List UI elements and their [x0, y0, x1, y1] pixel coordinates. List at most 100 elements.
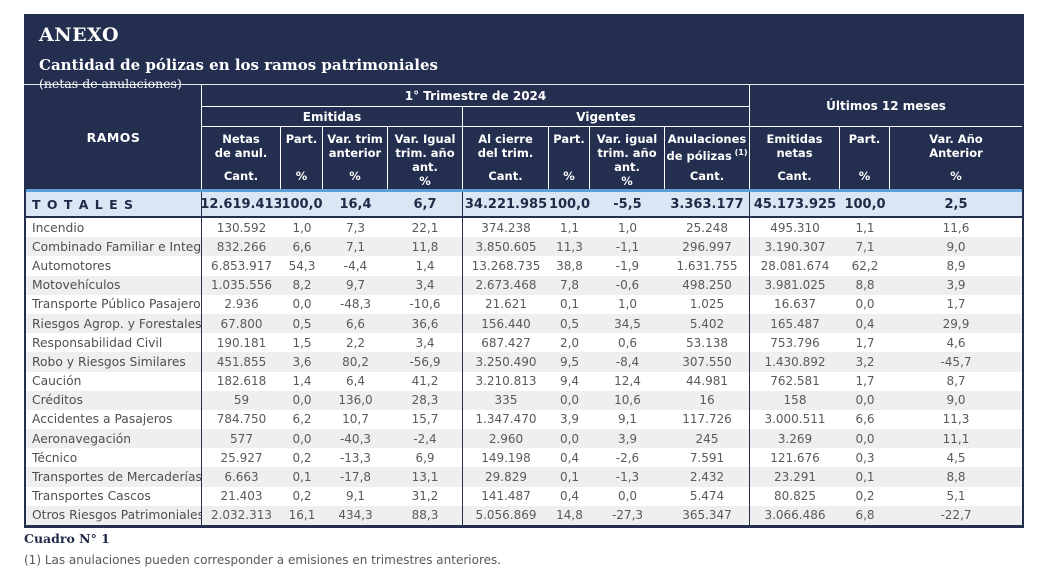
- data-cell: 374.238: [481, 220, 531, 235]
- report-title: Cantidad de pólizas en los ramos patrimo…: [39, 56, 438, 74]
- data-cell: 34.221.985: [464, 196, 548, 212]
- data-cell: 31,2: [388, 486, 463, 506]
- data-cell: 41,2: [388, 371, 463, 391]
- table-row: Transporte Público Pasajeros 2.936 0,0 -48,…: [26, 294, 1022, 314]
- table-header: RAMOS 1° Trimestre de 2024 Últimos 12 me…: [24, 85, 1024, 189]
- data-cell: 53.138: [665, 333, 750, 353]
- data-cell: 25.927: [220, 450, 263, 465]
- data-cell: -0,6: [615, 278, 640, 293]
- table-row: Caución 182.618 1,4 6,4 41,2 3.210.813 9,4 12,4…: [26, 371, 1022, 391]
- data-cell: 1,0: [617, 220, 638, 235]
- data-cell: 6,2: [292, 412, 312, 427]
- data-cell: 0,0: [292, 297, 312, 312]
- data-cell: 15,7: [388, 409, 463, 430]
- data-cell: 16,4: [339, 196, 372, 212]
- annex-panel: ANEXO Cantidad de pólizas en los ramos p…: [24, 14, 1024, 528]
- data-cell: 59: [233, 393, 250, 408]
- data-cell: 0,0: [292, 393, 312, 408]
- table-row: Responsabilidad Civil 190.181 1,5 2,2 3,4 687…: [26, 333, 1022, 353]
- data-cell: 38,8: [556, 258, 583, 273]
- data-cell: 687.427: [481, 335, 531, 350]
- data-cell: 13.268.735: [471, 258, 541, 273]
- data-cell: 67.800: [220, 316, 263, 331]
- data-cell: 28,3: [388, 390, 463, 410]
- data-cell: 307.550: [665, 352, 750, 372]
- data-cell: -22,7: [940, 508, 972, 523]
- row-label: Responsabilidad Civil: [26, 333, 202, 353]
- data-cell: 1,0: [617, 297, 638, 312]
- data-cell: 16: [665, 390, 750, 410]
- data-cell: 3.850.605: [475, 239, 537, 254]
- row-label: Transporte Público Pasajeros: [26, 294, 202, 314]
- data-cell: 1,7: [855, 374, 875, 389]
- data-cell: 3,9: [559, 412, 580, 427]
- data-cell: 0,2: [292, 489, 312, 504]
- column-header: Var. Igual trim. año ant.%: [388, 127, 463, 189]
- column-header: Part.%: [549, 127, 590, 189]
- table-row: Créditos 59 0,0 136,0 28,3 335 0,0 10,6 16 158 0,0…: [26, 390, 1022, 410]
- data-cell: 12,4: [614, 374, 641, 389]
- data-cell: 14,8: [556, 508, 583, 523]
- data-cell: -1,1: [615, 239, 640, 254]
- data-cell: 136,0: [338, 393, 373, 408]
- data-cell: 11,1: [942, 431, 970, 446]
- column-header-ramos: RAMOS: [26, 85, 202, 189]
- data-cell: 11,3: [942, 412, 970, 427]
- data-cell: 7.591: [665, 448, 750, 468]
- data-cell: 0,1: [559, 297, 580, 312]
- data-cell: 0,4: [559, 450, 580, 465]
- data-cell: 12.619.413: [202, 196, 281, 212]
- page-title: ANEXO: [39, 24, 120, 46]
- data-cell: 8,8: [946, 470, 966, 485]
- data-cell: 1.631.755: [665, 256, 750, 276]
- row-label: Motovehículos: [26, 275, 202, 295]
- data-cell: 3,4: [388, 275, 463, 295]
- table-row: Combinado Familiar e Integ. 832.266 6,6 7,1…: [26, 237, 1022, 257]
- data-cell: 8,8: [855, 278, 875, 293]
- data-cell: 0,0: [292, 431, 312, 446]
- row-label: Accidentes a Pasajeros: [26, 409, 202, 430]
- data-cell: 3.363.177: [665, 192, 750, 216]
- data-cell: 0,0: [617, 489, 638, 504]
- data-cell: 365.347: [665, 505, 750, 525]
- data-cell: 0,3: [855, 450, 875, 465]
- data-cell: 6,7: [388, 192, 463, 216]
- data-cell: 9,1: [617, 412, 638, 427]
- data-cell: 130.592: [216, 220, 267, 235]
- data-cell: 11,8: [388, 237, 463, 257]
- table-row: Técnico 25.927 0,2 -13,3 6,9 149.198 0,4 -2,6 7.…: [26, 448, 1022, 468]
- data-cell: -1,3: [615, 470, 640, 485]
- table-row: Incendio 130.592 1,0 7,3 22,1 374.238 1,1 1,0 25…: [26, 218, 1022, 238]
- row-label: Robo y Riesgos Similares: [26, 352, 202, 372]
- data-cell: -2,6: [615, 450, 640, 465]
- row-label: Automotores: [26, 256, 202, 276]
- data-cell: 1.025: [665, 294, 750, 314]
- data-cell: 0,2: [292, 450, 312, 465]
- data-cell: 3.981.025: [764, 278, 826, 293]
- data-cell: 13,1: [388, 467, 463, 487]
- data-cell: 10,7: [342, 412, 369, 427]
- data-cell: -40,3: [339, 431, 372, 446]
- data-cell: 3.190.307: [764, 239, 826, 254]
- data-cell: 6.853.917: [210, 258, 273, 273]
- group-header-emitidas: Emitidas: [202, 107, 463, 127]
- data-cell: 4,6: [946, 335, 966, 350]
- data-cell: -48,3: [339, 297, 372, 312]
- data-cell: 9,0: [946, 239, 966, 254]
- data-cell: 21.621: [485, 297, 527, 312]
- group-header-ultimos: Últimos 12 meses: [750, 85, 1022, 127]
- data-cell: 16.637: [774, 297, 816, 312]
- data-cell: 100,0: [844, 196, 886, 212]
- data-cell: 9,5: [559, 354, 580, 369]
- row-label: Transportes Cascos: [26, 486, 202, 506]
- data-cell: 36,6: [388, 313, 463, 334]
- data-cell: 3,4: [388, 333, 463, 353]
- row-label: Combinado Familiar e Integ.: [26, 237, 202, 257]
- data-cell: 832.266: [216, 239, 267, 254]
- data-cell: -17,8: [339, 470, 372, 485]
- data-cell: 8,7: [946, 374, 966, 389]
- data-cell: 149.198: [481, 450, 531, 465]
- data-cell: 23.291: [774, 470, 816, 485]
- data-cell: 100,0: [281, 196, 323, 212]
